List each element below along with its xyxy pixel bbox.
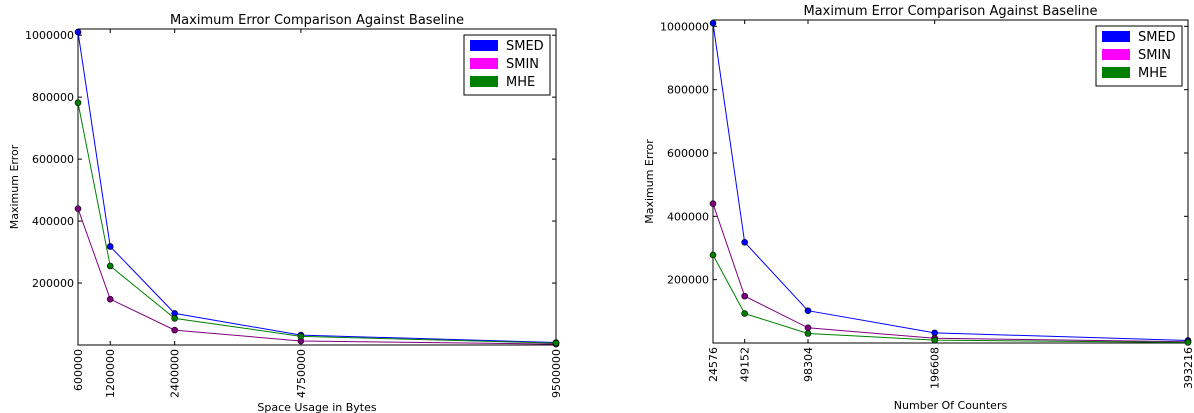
series-line-mhe bbox=[712, 254, 1189, 343]
x-tick-label: 4750000 bbox=[295, 349, 308, 398]
x-tick-label: 98304 bbox=[802, 347, 815, 382]
data-point-smin bbox=[171, 326, 178, 334]
data-point-mhe bbox=[171, 315, 178, 322]
y-tick-label: 400000 bbox=[667, 210, 709, 223]
data-point-smed bbox=[709, 19, 717, 27]
x-tick-label: 600000 bbox=[72, 349, 85, 391]
legend-swatch-mhe bbox=[470, 76, 498, 87]
legend-swatch-smin bbox=[1102, 49, 1130, 60]
data-point-mhe bbox=[709, 251, 717, 259]
data-point-mhe bbox=[74, 99, 82, 107]
data-point-smed bbox=[106, 243, 114, 250]
data-point-mhe bbox=[552, 339, 560, 347]
legend-swatch-smed bbox=[470, 40, 498, 51]
x-tick-label: 24576 bbox=[707, 347, 720, 382]
y-tick-label: 600000 bbox=[32, 153, 74, 166]
legend-label-smin: SMIN bbox=[506, 57, 539, 72]
legend-label-mhe: MHE bbox=[506, 75, 535, 90]
data-point-smed bbox=[74, 28, 82, 36]
y-axis-label: Maximum Error bbox=[8, 144, 21, 229]
data-point-smin bbox=[106, 295, 114, 303]
series-line-mhe bbox=[77, 102, 557, 344]
chart-title: Maximum Error Comparison Against Baselin… bbox=[803, 4, 1097, 19]
legend-swatch-mhe bbox=[1102, 67, 1130, 78]
data-point-smin bbox=[709, 200, 717, 207]
y-axis-label: Maximum Error bbox=[643, 139, 656, 224]
x-tick-label: 393216 bbox=[1182, 347, 1194, 389]
y-tick-label: 1000000 bbox=[660, 20, 709, 33]
legend: SMED SMIN MHE bbox=[463, 34, 551, 96]
data-point-mhe bbox=[1184, 339, 1192, 346]
x-tick-label: 196608 bbox=[929, 347, 942, 389]
y-tick-label: 400000 bbox=[32, 215, 74, 228]
legend: SMED SMIN MHE bbox=[1095, 25, 1183, 87]
y-tick-label: 800000 bbox=[32, 91, 74, 104]
plot-frame bbox=[77, 28, 557, 346]
data-point-mhe bbox=[931, 336, 938, 344]
series-line-smin bbox=[712, 203, 1189, 343]
legend-label-smin: SMIN bbox=[1138, 48, 1171, 63]
x-axis-label: Space Usage in Bytes bbox=[257, 401, 376, 413]
x-tick-label: 1200000 bbox=[104, 349, 117, 398]
x-tick-label: 49152 bbox=[739, 347, 752, 382]
x-tick-label: 9500000 bbox=[550, 349, 563, 398]
data-point-smin bbox=[741, 292, 748, 300]
x-axis-label: Number Of Counters bbox=[894, 399, 1008, 412]
data-point-smed bbox=[741, 239, 748, 246]
y-tick-label: 600000 bbox=[667, 147, 709, 160]
y-tick-label: 1000000 bbox=[25, 29, 74, 42]
data-point-smed bbox=[804, 307, 812, 315]
plot-frame bbox=[712, 19, 1189, 344]
chart-2: Maximum Error Comparison Against Baselin… bbox=[643, 4, 1194, 412]
legend-label-smed: SMED bbox=[1138, 30, 1176, 45]
data-point-mhe bbox=[106, 262, 114, 270]
x-tick-label: 2400000 bbox=[169, 349, 182, 398]
data-point-smin bbox=[74, 205, 82, 212]
data-point-mhe bbox=[741, 310, 748, 317]
data-point-mhe bbox=[297, 333, 305, 340]
legend-swatch-smin bbox=[470, 58, 498, 69]
legend-label-smed: SMED bbox=[506, 39, 544, 54]
series-line-smin bbox=[77, 208, 557, 345]
y-tick-label: 200000 bbox=[667, 274, 709, 287]
data-point-smin bbox=[804, 324, 812, 332]
legend-swatch-smed bbox=[1102, 31, 1130, 42]
chart-title: Maximum Error Comparison Against Baselin… bbox=[170, 13, 464, 28]
y-tick-label: 200000 bbox=[32, 277, 74, 290]
legend-label-mhe: MHE bbox=[1138, 66, 1167, 81]
y-tick-label: 800000 bbox=[667, 84, 709, 97]
chart-1: Maximum Error Comparison Against Baselin… bbox=[8, 13, 563, 413]
data-point-mhe bbox=[804, 330, 812, 337]
